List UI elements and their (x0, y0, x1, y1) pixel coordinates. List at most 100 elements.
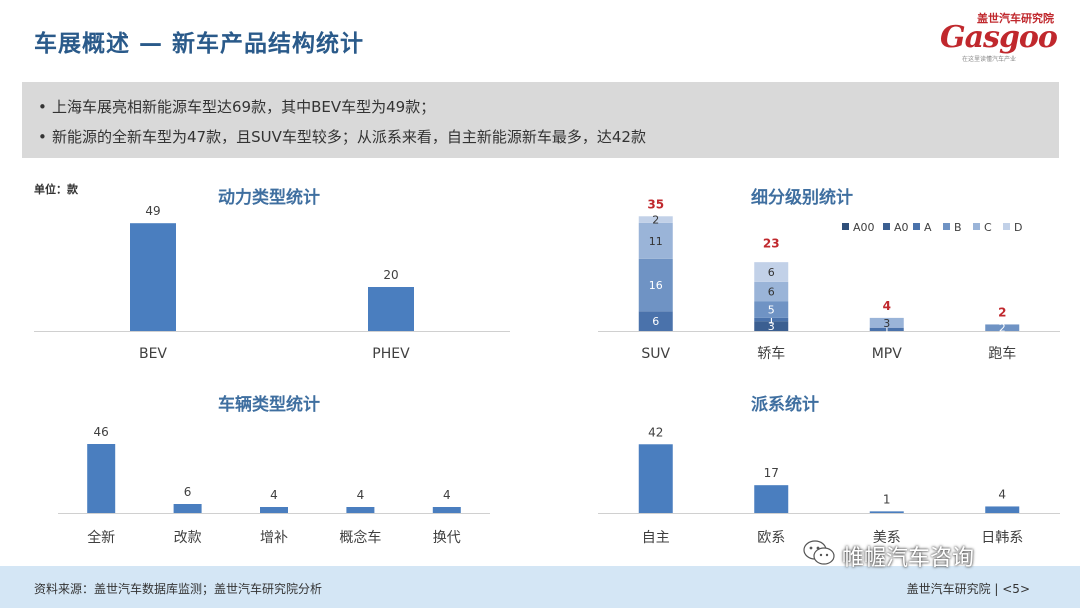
bar-美系 (869, 511, 904, 513)
total-label-SUV: 35 (647, 197, 664, 211)
legend-label-A: A (924, 221, 932, 234)
bullet-dot: • (38, 98, 47, 116)
bar-segment-MPV-C (869, 317, 904, 328)
bullet-dot: • (38, 128, 47, 146)
legend-swatch-D (1003, 223, 1010, 230)
bar-改款 (173, 504, 202, 513)
legend-label-B: B (954, 221, 962, 234)
category-label-PHEV: PHEV (372, 346, 410, 362)
bar-PHEV (368, 287, 414, 331)
bar-segment-SUV-B (638, 258, 673, 312)
category-label-增补: 增补 (260, 530, 288, 546)
category-label-改款: 改款 (174, 530, 202, 546)
wechat-watermark: 帷幄汽车咨询 (803, 540, 975, 572)
segment-label-轿车-A: 1 (768, 314, 775, 327)
bar-BEV (130, 223, 176, 331)
data-label-概念车: 4 (357, 488, 365, 502)
segment-label-SUV-C: 11 (649, 235, 663, 248)
bar-全新 (87, 444, 116, 513)
summary-text-2: 新能源的全新车型为47款，且SUV车型较多；从派系来看，自主新能源新车最多，达4… (52, 128, 646, 146)
data-label-PHEV: 20 (383, 268, 398, 282)
chart-title-vehicle: 车辆类型统计 (218, 395, 320, 415)
unit-label: 单位：款 (34, 183, 78, 196)
logo-top-text: 盖世汽车研究院 (977, 12, 1054, 25)
segment-label-SUV-B: 16 (649, 279, 663, 292)
legend-swatch-A00 (842, 223, 849, 230)
data-label-BEV: 49 (145, 204, 160, 218)
footer-bar: 资料来源：盖世汽车数据库监测；盖世汽车研究院分析 盖世汽车研究院 | <5> (0, 566, 1080, 608)
data-label-自主: 42 (648, 425, 663, 439)
segment-label-轿车-C: 6 (768, 286, 775, 299)
bar-欧系 (754, 485, 789, 513)
data-label-美系: 1 (883, 492, 891, 506)
legend-label-A0: A0 (894, 221, 909, 234)
summary-text-1: 上海车展亮相新能源车型达69款，其中BEV车型为49款； (52, 98, 436, 116)
legend-label-D: D (1014, 221, 1022, 234)
data-label-改款: 6 (184, 485, 192, 499)
bar-概念车 (346, 507, 375, 513)
category-label-换代: 换代 (433, 529, 461, 546)
total-label-轿车: 23 (763, 237, 780, 251)
segment-label-MPV-C: 3 (883, 317, 890, 330)
bar-segment-SUV-A (638, 311, 673, 331)
legend-swatch-C (973, 223, 980, 230)
category-label-跑车: 跑车 (988, 345, 1016, 362)
chart-title-segment: 细分级别统计 (751, 188, 853, 208)
bar-segment-SUV-C (638, 222, 673, 259)
segment-label-跑车-B: 2 (999, 322, 1006, 335)
category-label-概念车: 概念车 (339, 529, 381, 546)
category-label-SUV: SUV (641, 346, 670, 362)
total-label-MPV: 4 (883, 299, 891, 313)
logo-subtitle: 在这里读懂汽车产业 (962, 56, 1017, 63)
total-label-跑车: 2 (998, 305, 1006, 319)
wechat-text: 帷幄汽车咨询 (842, 546, 975, 571)
summary-bullet-1: • 上海车展亮相新能源车型达69款，其中BEV车型为49款； (38, 96, 435, 117)
data-label-欧系: 17 (764, 466, 779, 480)
bar-segment-轿车-C (754, 281, 789, 302)
legend-swatch-B (943, 223, 950, 230)
footer-brand: 盖世汽车研究院 | <5> (906, 582, 1030, 596)
data-label-增补: 4 (270, 488, 278, 502)
charts-canvas: 49BEV20PHEV46全新6改款4增补4概念车4换代42自主17欧系1美系4… (34, 197, 1060, 546)
segment-label-轿车-B: 5 (768, 304, 775, 317)
bar-segment-跑车-B (985, 324, 1020, 331)
data-label-换代: 4 (443, 488, 451, 502)
segment-label-轿车-D: 6 (768, 266, 775, 279)
wechat-icon (803, 540, 835, 565)
chart-title-origin: 派系统计 (751, 395, 819, 415)
gasgoo-logo: 盖世汽车研究院 Gasgoo 在这里读懂汽车产业 (940, 10, 1060, 63)
bar-自主 (638, 444, 673, 513)
category-label-美系: 美系 (873, 530, 901, 546)
summary-box: • 上海车展亮相新能源车型达69款，其中BEV车型为49款； • 新能源的全新车型为… (22, 82, 1059, 158)
page-title: 车展概述 — 新车产品结构统计 (34, 31, 365, 57)
legend-swatch-A0 (883, 223, 890, 230)
category-label-MPV: MPV (872, 346, 903, 362)
segment-label-MPV-A: 1 (883, 323, 890, 336)
data-label-全新: 46 (94, 425, 109, 439)
bar-日韩系 (985, 506, 1020, 513)
segment-label-轿车-A0: 3 (768, 320, 775, 333)
legend-label-C: C (984, 221, 992, 234)
category-label-BEV: BEV (139, 346, 167, 362)
bar-segment-轿车-A0 (754, 321, 789, 331)
chart-title-power: 动力类型统计 (218, 188, 320, 208)
summary-bullet-2: • 新能源的全新车型为47款，且SUV车型较多；从派系来看，自主新能源新车最多，达… (38, 126, 646, 147)
legend-label-A00: A00 (853, 221, 875, 234)
data-label-日韩系: 4 (998, 487, 1006, 501)
bar-segment-SUV-D (638, 216, 673, 223)
category-label-自主: 自主 (642, 530, 670, 546)
segment-label-SUV-D: 2 (652, 214, 659, 227)
segment-label-SUV-A: 6 (652, 315, 659, 328)
category-label-日韩系: 日韩系 (981, 530, 1023, 546)
bar-segment-轿车-A (754, 317, 789, 322)
logo-wordmark: Gasgoo (940, 20, 1058, 55)
bar-换代 (432, 507, 461, 513)
category-label-欧系: 欧系 (757, 530, 785, 546)
bar-segment-MPV-A (869, 327, 904, 331)
legend-swatch-A (913, 223, 920, 230)
category-label-轿车: 轿车 (757, 345, 785, 362)
category-label-全新: 全新 (87, 529, 115, 546)
bar-segment-轿车-B (754, 301, 789, 318)
footer-source: 资料来源：盖世汽车数据库监测；盖世汽车研究院分析 (34, 582, 323, 596)
bar-增补 (260, 507, 288, 513)
